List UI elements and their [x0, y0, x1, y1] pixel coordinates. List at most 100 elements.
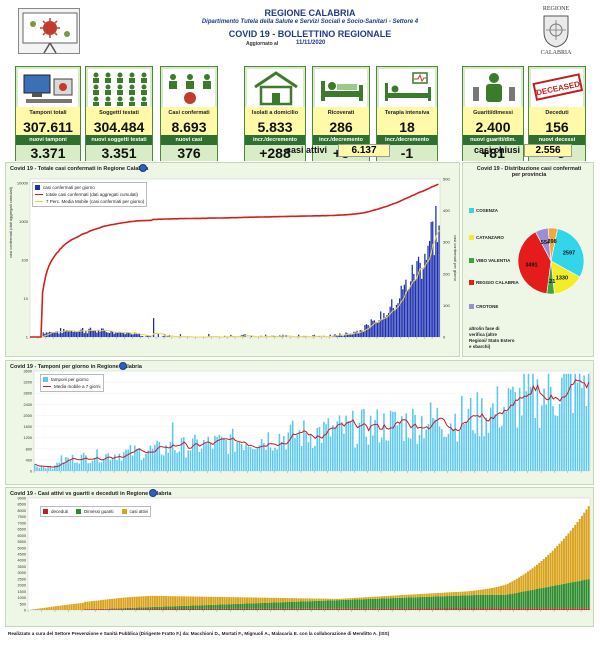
recovered-bar: [531, 589, 534, 609]
deceased-bar: [342, 608, 345, 610]
deceased-bar: [158, 609, 161, 610]
active-bar: [275, 597, 278, 603]
deceased-bar: [99, 609, 102, 610]
daily-test-bar: [263, 443, 265, 471]
deceased-bar: [556, 608, 559, 610]
daily-test-bar: [534, 418, 536, 471]
deceased-bar: [560, 608, 563, 610]
daily-case-bar: [250, 335, 253, 337]
province-swatch: [469, 258, 474, 264]
active-bar: [511, 581, 514, 594]
deceased-bar: [477, 608, 480, 610]
daily-case-bar: [389, 306, 391, 337]
daily-case-bar: [380, 311, 382, 337]
recovered-bar: [129, 607, 132, 610]
tile-value: 307.611: [16, 119, 80, 135]
active-bar: [124, 597, 127, 609]
deceased-bar: [122, 609, 125, 610]
recovered-bar: [572, 582, 574, 609]
daily-test-bar: [329, 436, 332, 471]
deceased-bar: [185, 608, 188, 610]
recovered-bar: [117, 608, 120, 610]
daily-test-bar: [269, 447, 272, 471]
daily-test-bar: [394, 411, 396, 471]
recovered-bar: [131, 607, 134, 610]
daily-test-bar: [438, 426, 441, 471]
active-bar: [585, 509, 588, 580]
daily-case-bar: [135, 333, 137, 337]
deceased-bar: [538, 608, 541, 610]
y-tick-label: 9000: [18, 497, 26, 501]
daily-case-bar: [119, 332, 122, 337]
recovered-bar: [425, 596, 428, 609]
deceased-bar: [120, 609, 123, 610]
daily-case-bar: [123, 332, 125, 337]
y-right-tick-label: 0: [443, 335, 446, 340]
recovered-bar: [144, 607, 147, 610]
daily-test-bar: [501, 425, 503, 471]
deceased-bar: [86, 609, 89, 610]
daily-test-bar: [447, 433, 450, 471]
recovered-bar: [509, 594, 511, 609]
daily-case-bar: [138, 333, 141, 337]
deceased-bar: [338, 608, 341, 610]
recovered-bar: [414, 597, 417, 609]
province-label: CROTONE: [476, 304, 499, 309]
recovered-bar: [295, 601, 298, 609]
recovered-bar: [506, 594, 509, 609]
active-bar: [347, 598, 350, 600]
legend-text: casi confermati per giorno: [43, 185, 95, 190]
recovered-bar: [578, 580, 581, 609]
tile-label: Casi confermati: [161, 107, 217, 119]
daily-case-bar: [365, 324, 368, 337]
deceased-bar: [459, 608, 462, 610]
recovered-bar: [232, 604, 235, 609]
active-bar: [342, 598, 345, 600]
daily-test-bar: [461, 395, 463, 471]
province-distribution-panel: Covid 19 - Distribuzione casi confermati…: [462, 162, 594, 357]
daily-test-bar: [183, 437, 185, 471]
deceased-bar: [563, 608, 565, 610]
daily-test-bar: [309, 433, 312, 471]
daily-test-bar: [211, 448, 214, 471]
daily-test-bar: [42, 466, 45, 471]
deceased-bar: [232, 608, 235, 610]
tile-delta: +288: [245, 145, 305, 161]
active-bar: [565, 536, 568, 584]
daily-case-bar: [118, 331, 120, 337]
active-bar: [54, 606, 57, 610]
deceased-bar: [174, 608, 177, 610]
y-right-axis-label: casi confermati per giorno: [453, 235, 458, 282]
legend-item: 7 Perc. Media Mobile (casi confermati pe…: [35, 198, 144, 205]
active-bar: [77, 603, 80, 610]
active-bar: [583, 512, 586, 580]
active-bar: [234, 597, 237, 604]
daily-test-bar: [467, 408, 470, 471]
crest-top-text: REGIONE: [542, 6, 570, 12]
daily-test-bar: [585, 406, 588, 471]
daily-test-bar: [34, 463, 36, 471]
cumulative-cases-line: [30, 183, 439, 338]
deceased-bar: [441, 608, 444, 610]
active-bar: [461, 591, 464, 596]
recovered-bar: [138, 607, 141, 610]
daily-case-bar: [50, 332, 52, 337]
recovered-bar: [486, 594, 489, 609]
active-bar: [394, 595, 397, 599]
legend-text: totale casi confermati (dati aggregati c…: [46, 192, 139, 197]
daily-test-bar: [129, 445, 132, 471]
active-bar: [32, 609, 35, 610]
recovered-bar: [264, 602, 266, 609]
daily-case-bar: [126, 332, 128, 337]
daily-test-bar: [196, 439, 198, 471]
daily-case-bar: [75, 332, 77, 337]
deceased-bar: [513, 608, 516, 610]
daily-case-bar: [408, 288, 410, 337]
daily-test-bar: [223, 437, 225, 471]
deceased-bar: [482, 608, 485, 610]
daily-case-bar: [137, 334, 139, 337]
daily-case-bar: [97, 330, 100, 337]
active-bar: [248, 597, 251, 604]
daily-case-bar: [140, 335, 142, 337]
recovered-bar: [533, 589, 536, 609]
